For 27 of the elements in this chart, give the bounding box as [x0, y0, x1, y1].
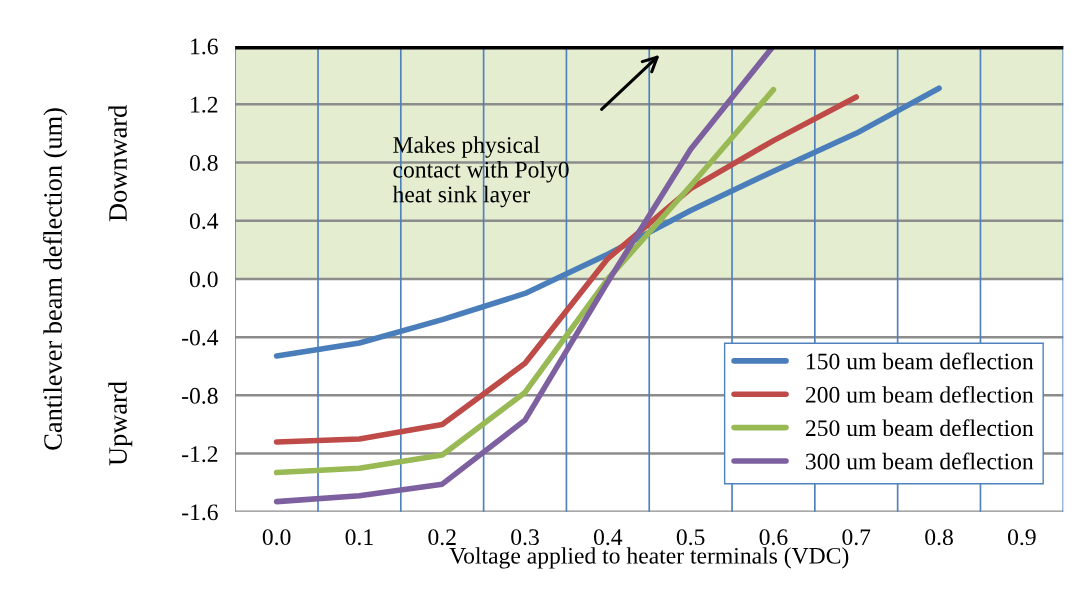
- x-tick-label: 0.0: [262, 529, 291, 546]
- text: Upward: [108, 381, 133, 466]
- y-tick-label: -1.2: [182, 446, 218, 463]
- x-tick-label: 0.4: [593, 529, 623, 546]
- x-axis-title: Voltage applied to heater terminals (VDC): [449, 547, 849, 569]
- x-tick-label: 0.6: [759, 529, 788, 546]
- y-axis-title: Cantilever beam deflection (um): [43, 108, 68, 450]
- legend-label: 150 um beam deflection: [806, 352, 1034, 370]
- x-tick-label: 0.8: [925, 529, 953, 546]
- legend-label: 300 um beam deflection: [806, 452, 1034, 470]
- y-tick-label: -0.8: [182, 387, 218, 404]
- y-tick-label: 0.0: [189, 271, 218, 288]
- y-tick-label: 0.8: [189, 154, 218, 171]
- legend-label: 200 um beam deflection: [805, 385, 1034, 403]
- text: Downward: [108, 105, 127, 222]
- x-tick-label: 0.5: [676, 529, 705, 546]
- x-tick-label: 0.3: [511, 529, 539, 546]
- y-tick-label: -1.6: [182, 504, 218, 521]
- x-tick-label: 0.9: [1008, 529, 1036, 546]
- legend-label: 250 um beam deflection: [805, 419, 1034, 437]
- x-tick-label: 0.7: [842, 529, 871, 546]
- x-tick-label: 0.1: [345, 529, 373, 546]
- y-tick-label: 1.2: [191, 96, 218, 113]
- y-tick-label: 0.4: [189, 213, 219, 230]
- x-tick-label: 0.2: [428, 529, 456, 546]
- y-tick-label: -0.4: [182, 329, 219, 346]
- y-tick-label: 1.6: [191, 38, 218, 55]
